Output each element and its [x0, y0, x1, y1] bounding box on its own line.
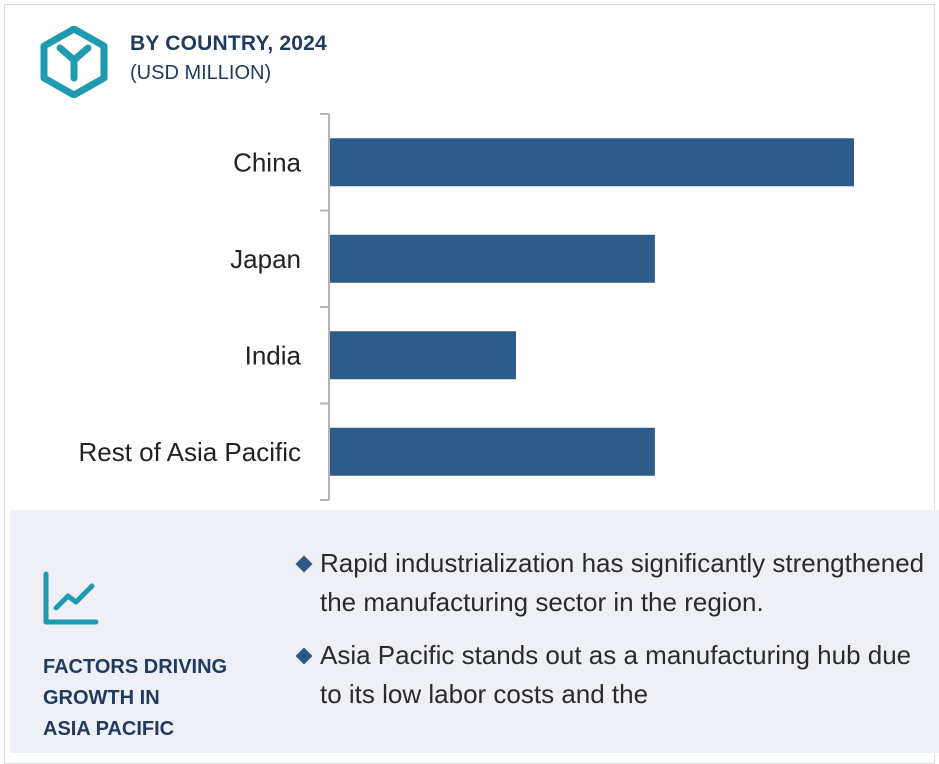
factors-title-line: FACTORS DRIVING — [43, 656, 228, 678]
y-tick-label: Rest of Asia Pacific — [78, 437, 301, 467]
diamond-bullet-icon — [295, 647, 313, 665]
y-tick-label: India — [245, 340, 302, 370]
bar — [330, 234, 655, 283]
bar — [330, 138, 854, 187]
factor-text: Rapid industrialization has significantl… — [320, 548, 925, 617]
factors-title: FACTORS DRIVING GROWTH IN ASIA PACIFIC — [43, 652, 273, 745]
factors-panel: FACTORS DRIVING GROWTH IN ASIA PACIFIC R… — [10, 510, 939, 753]
chart-subtitle: (USD MILLION) — [130, 62, 272, 84]
bar-chart: China Japan India Rest of Asia Pacific — [78, 113, 854, 501]
factor-bullet: Asia Pacific stands out as a manufacturi… — [292, 636, 932, 714]
y-tick-label: Japan — [230, 244, 301, 274]
factor-text: Asia Pacific stands out as a manufacturi… — [320, 640, 912, 709]
diamond-bullet-icon — [295, 555, 313, 573]
chart-title: BY COUNTRY, 2024 — [130, 32, 327, 55]
trend-line-icon — [43, 571, 99, 625]
factor-bullet: Rapid industrialization has significantl… — [292, 544, 932, 622]
y-tick-label: China — [233, 147, 301, 177]
factors-title-line: GROWTH IN — [43, 687, 160, 709]
bar — [330, 427, 655, 476]
bar — [330, 331, 517, 380]
factors-bullet-list: Rapid industrialization has significantl… — [292, 544, 932, 728]
factors-title-line: ASIA PACIFIC — [43, 718, 175, 740]
chart-header: BY COUNTRY, 2024 (USD MILLION) — [0, 0, 939, 110]
hexagon-logo-icon — [40, 26, 108, 98]
